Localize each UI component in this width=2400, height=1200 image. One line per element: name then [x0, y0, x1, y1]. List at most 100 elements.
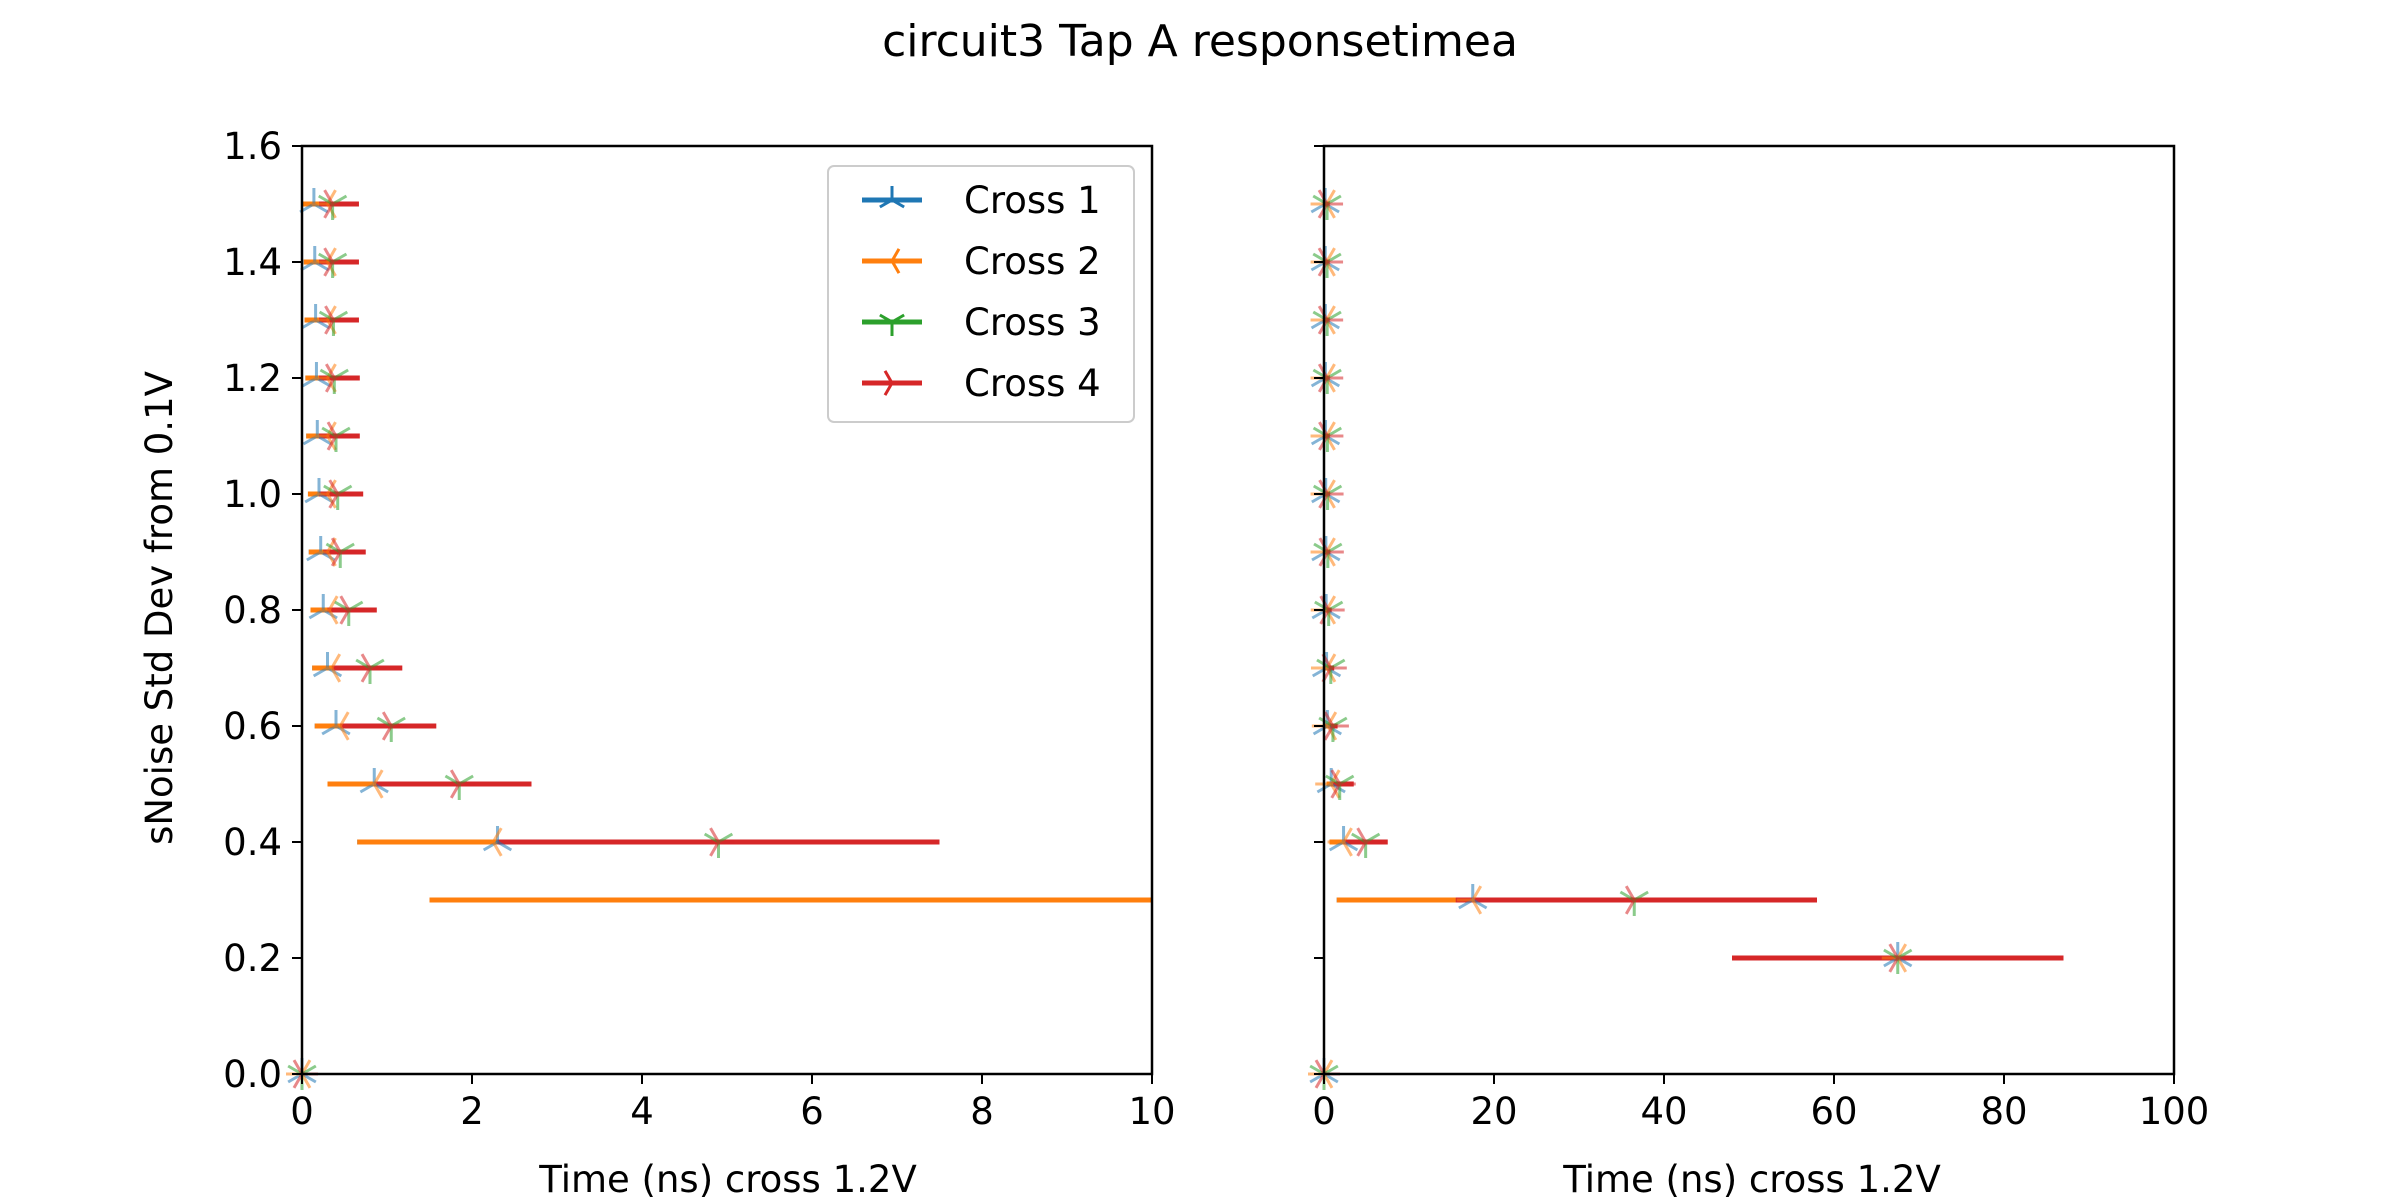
legend-marker-1: [879, 186, 905, 209]
left-ytick-label-0: 0.0: [223, 1053, 282, 1096]
left-point-s4-1: [709, 827, 735, 857]
left-point-s2-6-arm-1: [327, 609, 339, 625]
left-ytick-label-8: 1.6: [223, 125, 282, 168]
left-point-s4-4-arm-2: [360, 653, 372, 669]
left-point-s2-8-arm-1: [326, 493, 337, 509]
right-point-s2-2-arm-2: [1471, 885, 1483, 901]
left-ytick-label-2: 0.4: [223, 821, 282, 864]
legend-marker-1-arm-2: [879, 198, 893, 209]
right-point-s4-0-arm-2: [1314, 1059, 1326, 1075]
left-x-axis-label: Time (ns) cross 1.2V: [538, 1158, 917, 1200]
left-point-s4-8-arm-2: [326, 421, 338, 437]
left-point-s4-7-arm-1: [328, 493, 339, 509]
left-point-s2-3: [358, 769, 384, 799]
left-point-s4-1-arm-2: [709, 827, 720, 843]
left-ytick-label-7: 1.4: [223, 241, 282, 284]
legend-label-3: Cross 3: [964, 301, 1101, 344]
right-point-s4-5-arm-2: [1323, 711, 1335, 727]
right-panel: Time (ns) cross 1.2V 0 20 40 60 80 100: [1308, 144, 2210, 1200]
legend-marker-1-arm-1: [891, 198, 905, 209]
left-point-s2-5-arm-2: [330, 653, 342, 669]
left-xtick-label-1: 2: [460, 1090, 484, 1133]
left-point-s4-4-arm-1: [360, 667, 372, 683]
left-point-s2-4-arm-1: [338, 725, 350, 741]
left-point-s4-12: [323, 189, 349, 219]
left-panel: Time (ns) cross 1.2V sNoise Std Dev from…: [138, 125, 1176, 1200]
left-point-s4-6: [330, 537, 357, 567]
right-point-s2-2-arm-1: [1471, 899, 1483, 915]
left-point-s2-4: [324, 711, 350, 741]
left-point-s4-2-arm-2: [449, 769, 461, 785]
right-point-s4-4-arm-2: [1330, 769, 1342, 785]
left-point-s4-12-arm-2: [323, 189, 334, 205]
right-point-s2-3: [1327, 827, 1353, 857]
right-point-s2-3-arm-2: [1342, 827, 1353, 843]
left-point-s2-4-arm-2: [338, 711, 350, 727]
left-point-s4-3: [381, 711, 408, 741]
left-point-s4-10: [324, 305, 350, 335]
left-point-s4-8: [326, 421, 352, 451]
right-x-axis-label: Time (ns) cross 1.2V: [1562, 1158, 1941, 1200]
right-point-s4-2-arm-2: [1624, 885, 1636, 901]
legend-frame: [827, 165, 1135, 423]
right-point-s4-1: [1888, 943, 1914, 973]
left-ytick-label-4: 0.8: [223, 589, 282, 632]
right-xtick-label-4: 80: [1980, 1090, 2027, 1133]
left-point-s4-6-arm-1: [330, 551, 342, 567]
left-point-s4-7: [328, 479, 354, 509]
left-point-s2-8: [311, 479, 337, 509]
right-point-s4-0-arm-1: [1314, 1073, 1326, 1089]
left-ytick-label-1: 0.2: [223, 937, 282, 980]
right-point-s2-13-arm-2: [1325, 247, 1336, 263]
right-point-s4-1-arm-2: [1888, 943, 1900, 959]
legend-marker-4-arm-2: [883, 370, 894, 384]
left-ytick-label-5: 1.0: [223, 473, 282, 516]
legend-marker-4-arm-1: [883, 382, 894, 396]
right-point-s4-3-arm-1: [1356, 841, 1367, 857]
right-point-s2-3-arm-1: [1342, 841, 1353, 857]
left-ytick-label-6: 1.2: [223, 357, 282, 400]
legend: Cross 1 Cross 2 Cross 3 Cross 4: [827, 165, 1135, 423]
legend-label-2: Cross 2: [964, 240, 1101, 283]
right-xtick-label-5: 100: [2139, 1090, 2210, 1133]
legend-marker-3-arm-1: [891, 313, 905, 324]
right-point-s2-10-arm-2: [1325, 421, 1336, 437]
left-point-s4-0-arm-1: [292, 1073, 304, 1089]
left-point-s2-6: [313, 595, 339, 625]
left-point-s2-2: [477, 827, 503, 857]
left-point-s1-1-arm-1: [496, 840, 513, 852]
left-point-s2-3-arm-1: [372, 783, 384, 799]
left-point-s2-3-arm-2: [372, 769, 384, 785]
left-point-s2-2-arm-1: [491, 841, 503, 857]
right-point-s4-3: [1356, 827, 1382, 857]
left-point-s4-3-arm-1: [381, 725, 393, 741]
left-point-s4-4: [360, 653, 386, 683]
left-point-s4-2: [449, 769, 476, 799]
left-y-axis-label: sNoise Std Dev from 0.1V: [138, 371, 181, 845]
right-xtick-label-1: 20: [1470, 1090, 1517, 1133]
left-point-s4-9: [325, 363, 351, 393]
legend-marker-2-arm-2: [890, 248, 901, 262]
right-point-s4-2-arm-1: [1624, 899, 1636, 915]
legend-marker-3: [879, 313, 905, 336]
left-point-s4-5-arm-2: [339, 595, 351, 611]
left-xtick-label-2: 4: [630, 1090, 654, 1133]
right-point-s4-4-arm-1: [1330, 783, 1342, 799]
left-point-s4-11: [323, 247, 349, 277]
left-point-s2-5-arm-1: [330, 667, 342, 683]
left-point-s4-1-arm-1: [709, 841, 720, 857]
left-point-s4-2-arm-1: [449, 783, 461, 799]
figure-title: circuit3 Tap A responsetimea: [882, 16, 1518, 67]
right-point-s4-1-arm-1: [1888, 957, 1900, 973]
left-point-s4-5: [339, 595, 365, 625]
left-point-s4-11-arm-2: [323, 247, 334, 263]
right-point-s4-2: [1624, 885, 1651, 915]
right-point-s4-4: [1330, 769, 1356, 799]
right-point-s2-2: [1456, 885, 1483, 915]
left-point-s4-9-arm-2: [325, 363, 336, 379]
right-xtick-label-0: 0: [1312, 1090, 1336, 1133]
right-xtick-label-2: 40: [1640, 1090, 1687, 1133]
left-point-s4-0-arm-2: [292, 1059, 304, 1075]
